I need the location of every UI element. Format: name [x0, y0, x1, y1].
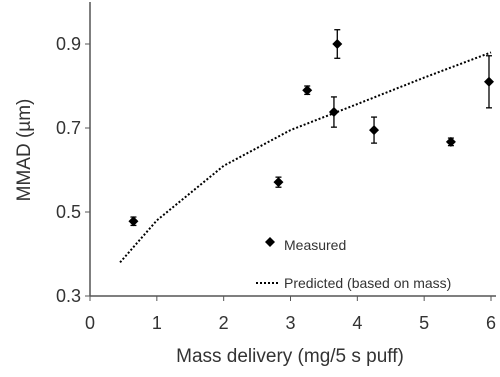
legend-label: Predicted (based on mass) — [284, 275, 451, 291]
point — [369, 125, 380, 136]
point — [302, 85, 313, 96]
legend-marker — [265, 237, 275, 247]
legend-label: Measured — [284, 237, 346, 253]
line — [119, 51, 492, 264]
x-tick-label: 6 — [486, 313, 496, 333]
y-tick-label: 0.3 — [56, 286, 81, 306]
point — [128, 216, 139, 227]
y-tick-label: 0.9 — [56, 34, 81, 54]
x-tick-label: 4 — [352, 313, 362, 333]
x-tick-label: 1 — [152, 313, 162, 333]
x-tick-label: 0 — [85, 313, 95, 333]
y-tick-label: 0.5 — [56, 202, 81, 222]
point — [483, 76, 494, 87]
point — [332, 39, 343, 49]
point — [273, 177, 284, 188]
x-axis-title: Mass delivery (mg/5 s puff) — [176, 346, 404, 367]
x-tick-label: 5 — [419, 313, 429, 333]
x-tick-label: 2 — [219, 313, 229, 333]
y-axis-title: MMAD (µm) — [14, 99, 35, 202]
point — [445, 136, 456, 147]
x-tick-label: 3 — [285, 313, 295, 333]
y-tick-label: 0.7 — [56, 118, 81, 138]
